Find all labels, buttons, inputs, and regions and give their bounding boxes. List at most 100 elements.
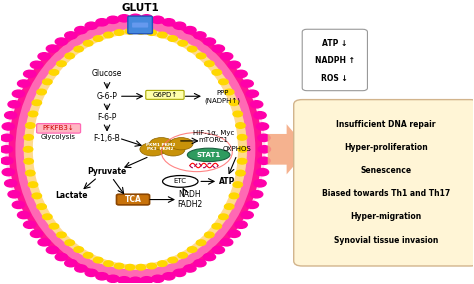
Circle shape [173, 269, 186, 277]
Circle shape [203, 253, 216, 261]
Circle shape [37, 89, 46, 95]
Circle shape [228, 230, 240, 237]
Circle shape [220, 239, 233, 246]
Circle shape [212, 224, 221, 229]
Circle shape [5, 112, 17, 119]
Circle shape [157, 32, 167, 38]
Text: TCA: TCA [125, 195, 141, 204]
Circle shape [129, 14, 142, 22]
Circle shape [24, 135, 33, 140]
Circle shape [8, 191, 20, 198]
Circle shape [157, 261, 167, 266]
Text: ATP ↓: ATP ↓ [322, 39, 347, 48]
Circle shape [18, 211, 30, 219]
FancyBboxPatch shape [302, 29, 367, 91]
Circle shape [37, 204, 46, 209]
Text: Glycolysis: Glycolysis [41, 134, 76, 140]
Ellipse shape [150, 137, 173, 150]
Circle shape [238, 147, 247, 152]
Circle shape [241, 80, 253, 87]
Circle shape [12, 201, 25, 208]
Text: F-1,6-B: F-1,6-B [94, 134, 120, 143]
Text: GLUT1: GLUT1 [121, 3, 159, 12]
Circle shape [184, 265, 196, 272]
Circle shape [136, 264, 146, 270]
Circle shape [55, 253, 67, 261]
Circle shape [83, 41, 93, 46]
Circle shape [246, 201, 258, 208]
Ellipse shape [161, 143, 185, 156]
Circle shape [2, 168, 15, 176]
Circle shape [85, 269, 97, 277]
Circle shape [74, 247, 83, 252]
Circle shape [178, 41, 187, 46]
Circle shape [57, 61, 66, 66]
FancyBboxPatch shape [132, 22, 148, 28]
Circle shape [212, 70, 221, 75]
Circle shape [250, 191, 263, 198]
Circle shape [187, 247, 197, 252]
Circle shape [258, 157, 270, 164]
Circle shape [205, 61, 214, 66]
Circle shape [225, 204, 234, 209]
Circle shape [30, 230, 43, 237]
Circle shape [235, 70, 247, 78]
Text: ETC: ETC [174, 178, 187, 184]
Ellipse shape [5, 17, 265, 281]
Ellipse shape [36, 37, 235, 262]
Circle shape [203, 38, 216, 45]
Text: STAT1: STAT1 [197, 152, 221, 158]
Circle shape [241, 211, 253, 219]
Circle shape [136, 29, 146, 34]
Circle shape [65, 260, 77, 267]
Circle shape [49, 70, 59, 75]
Circle shape [173, 22, 186, 29]
FancyBboxPatch shape [294, 100, 474, 266]
Text: Senescence: Senescence [361, 166, 412, 175]
Circle shape [256, 123, 269, 130]
Text: PFKFB3↓: PFKFB3↓ [43, 125, 74, 131]
Circle shape [46, 45, 59, 52]
Circle shape [256, 168, 269, 176]
Text: NADPH ↑: NADPH ↑ [315, 56, 355, 65]
Circle shape [219, 79, 228, 85]
Circle shape [246, 90, 258, 97]
Circle shape [194, 32, 206, 39]
Circle shape [24, 221, 36, 228]
Circle shape [65, 53, 74, 59]
Circle shape [187, 46, 197, 52]
Circle shape [237, 158, 247, 164]
Circle shape [254, 112, 266, 119]
Text: Glucose: Glucose [92, 69, 122, 78]
FancyBboxPatch shape [146, 90, 184, 99]
Circle shape [140, 15, 153, 22]
Circle shape [65, 240, 74, 245]
Circle shape [93, 36, 103, 41]
Circle shape [184, 26, 196, 34]
Ellipse shape [187, 148, 230, 162]
Text: NADH
FADH2: NADH FADH2 [177, 190, 202, 209]
FancyBboxPatch shape [117, 194, 150, 205]
Circle shape [258, 146, 271, 153]
Circle shape [38, 239, 50, 246]
Text: ATP: ATP [219, 177, 236, 186]
Text: HIF-1α, Myc
mTORC1: HIF-1α, Myc mTORC1 [193, 130, 234, 143]
Text: OXPHOS: OXPHOS [223, 146, 251, 152]
Circle shape [96, 273, 108, 280]
Circle shape [178, 252, 187, 258]
Circle shape [163, 19, 175, 26]
Circle shape [219, 214, 228, 220]
Circle shape [93, 257, 103, 263]
Circle shape [229, 193, 239, 199]
Text: F-6-P: F-6-P [97, 113, 117, 122]
Circle shape [194, 260, 206, 267]
Circle shape [55, 38, 67, 45]
Circle shape [228, 61, 240, 68]
Circle shape [205, 232, 214, 238]
Circle shape [168, 257, 177, 263]
Text: Lactate: Lactate [55, 191, 88, 200]
Circle shape [107, 275, 119, 282]
Circle shape [43, 214, 52, 220]
Text: Pyruvate: Pyruvate [87, 167, 127, 176]
Circle shape [49, 224, 59, 229]
